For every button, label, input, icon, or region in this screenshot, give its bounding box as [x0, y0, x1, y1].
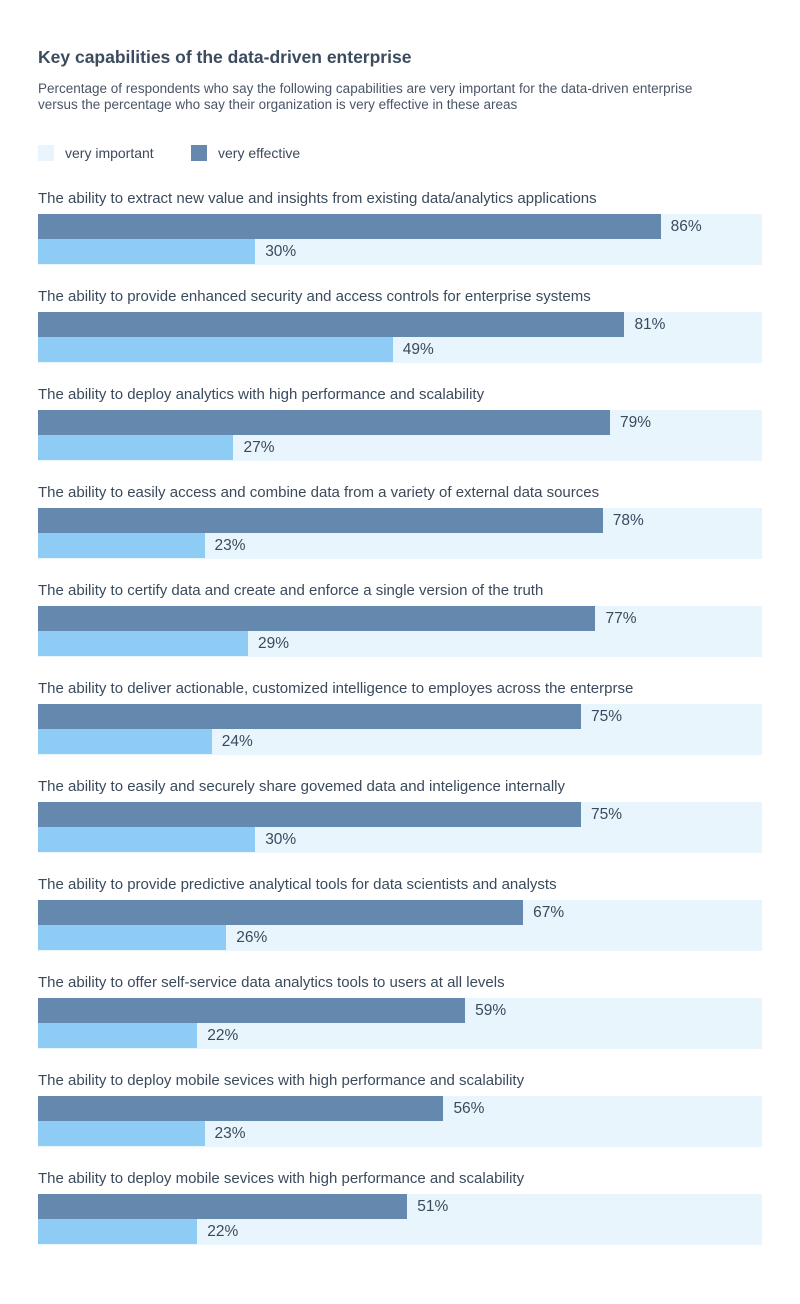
value-label-bottom: 23% — [214, 537, 246, 554]
bar-very-effective — [38, 1096, 444, 1121]
category-label: The ability to deploy mobile sevices wit… — [38, 1072, 525, 1089]
value-label-top: 67% — [533, 904, 565, 921]
category-label: The ability to certify data and create a… — [38, 582, 544, 599]
value-label-bottom: 30% — [265, 243, 297, 260]
value-label-top: 81% — [634, 316, 666, 333]
bar-very-effective — [38, 1194, 408, 1219]
bar-second — [38, 631, 248, 656]
bar-second — [38, 729, 212, 754]
bar-very-effective — [38, 704, 581, 729]
category-label: The ability to deliver actionable, custo… — [38, 680, 634, 697]
bar-very-effective — [38, 410, 610, 435]
value-label-bottom: 26% — [236, 929, 268, 946]
value-label-top: 77% — [605, 610, 637, 627]
bar-second — [38, 925, 227, 950]
bar-very-effective — [38, 214, 661, 239]
value-label-bottom: 22% — [207, 1223, 239, 1240]
category-label: The ability to deploy analytics with hig… — [38, 386, 485, 403]
value-label-bottom: 49% — [402, 341, 434, 358]
legend-label-very-important: very important — [65, 145, 154, 161]
value-label-top: 51% — [417, 1198, 449, 1215]
bar-very-effective — [38, 998, 466, 1023]
bar-second — [38, 533, 205, 558]
bar-very-effective — [38, 312, 625, 337]
value-label-bottom: 27% — [243, 439, 275, 456]
category-label: The ability to easily and securely share… — [38, 778, 565, 795]
bar-very-effective — [38, 606, 596, 631]
bar-very-effective — [38, 802, 581, 827]
category-label: The ability to offer self-service data a… — [38, 974, 505, 991]
value-label-bottom: 30% — [265, 831, 297, 848]
category-label: The ability to provide predictive analyt… — [38, 876, 557, 893]
bar-second — [38, 1121, 205, 1146]
value-label-top: 56% — [453, 1100, 485, 1117]
value-label-bottom: 24% — [221, 733, 253, 750]
value-label-top: 86% — [670, 218, 702, 235]
value-label-bottom: 23% — [214, 1125, 246, 1142]
value-label-top: 78% — [612, 512, 644, 529]
bar-very-effective — [38, 508, 603, 533]
category-label: The ability to deploy mobile sevices wit… — [38, 1170, 525, 1187]
value-label-top: 79% — [619, 414, 651, 431]
bar-very-effective — [38, 900, 524, 925]
chart-title: Key capabilities of the data-driven ente… — [38, 47, 412, 67]
value-label-top: 75% — [591, 806, 623, 823]
bar-second — [38, 1219, 198, 1244]
legend-swatch-very-important — [38, 145, 54, 161]
category-label: The ability to provide enhanced security… — [38, 288, 591, 305]
bar-second — [38, 239, 256, 264]
bar-second — [38, 337, 393, 362]
bar-second — [38, 1023, 198, 1048]
category-label: The ability to easily access and combine… — [38, 484, 600, 501]
bar-second — [38, 435, 234, 460]
value-label-top: 59% — [475, 1002, 507, 1019]
legend-swatch-very-effective — [191, 145, 207, 161]
chart-subtitle: Percentage of respondents who say the fo… — [38, 81, 693, 112]
category-label: The ability to extract new value and ins… — [38, 190, 597, 207]
value-label-bottom: 29% — [257, 635, 289, 652]
value-label-top: 75% — [591, 708, 623, 725]
value-label-bottom: 22% — [207, 1027, 239, 1044]
legend-label-very-effective: very effective — [218, 145, 301, 161]
bar-second — [38, 827, 256, 852]
